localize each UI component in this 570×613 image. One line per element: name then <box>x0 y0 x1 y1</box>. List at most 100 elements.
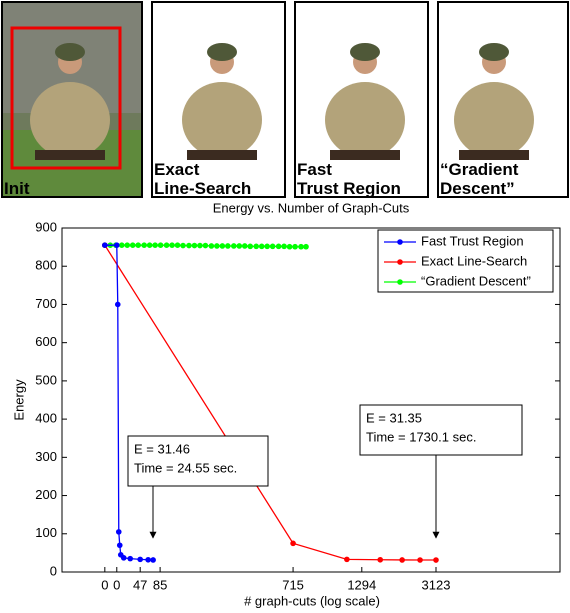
series-point <box>137 556 143 563</box>
y-axis-label: Energy <box>11 379 26 421</box>
series-point <box>231 243 237 249</box>
annotation-box <box>127 435 269 487</box>
series-point <box>114 301 121 308</box>
series-point <box>269 243 276 250</box>
series-point <box>281 243 287 250</box>
legend-label: “Gradient Descent” <box>421 273 531 288</box>
series-point <box>120 555 127 561</box>
series-point <box>236 243 243 249</box>
legend-label: Exact Line-Search <box>421 253 527 268</box>
x-tick-label: 1294 <box>347 577 376 592</box>
series-point <box>241 243 248 249</box>
series-point <box>174 242 181 248</box>
series-point <box>377 556 384 563</box>
series-point <box>127 555 134 562</box>
x-tick-label: 0 <box>113 577 120 592</box>
series-point <box>102 242 108 248</box>
series-point <box>214 243 220 249</box>
panel-label: Exact <box>154 160 200 179</box>
panel-label: Descent” <box>440 179 515 198</box>
legend-label: Fast Trust Region <box>421 233 524 248</box>
series-point <box>191 242 198 249</box>
series-point <box>113 242 120 248</box>
annotation-text: E = 31.35 <box>366 410 422 425</box>
x-tick-label: 0 <box>101 577 108 592</box>
series-point <box>152 242 158 248</box>
series-point <box>115 529 122 535</box>
series-point <box>129 242 136 248</box>
y-tick-label: 600 <box>35 334 57 349</box>
panel-label: “Gradient <box>440 160 519 179</box>
y-tick-label: 500 <box>35 372 57 387</box>
soldier-body <box>325 82 405 158</box>
x-tick-label: 85 <box>153 577 167 592</box>
y-tick-label: 400 <box>35 411 57 426</box>
series-point <box>219 243 226 249</box>
soldier-boots <box>35 150 105 160</box>
x-tick-label: 715 <box>282 577 304 592</box>
series-point <box>258 243 265 250</box>
annotation-text: Time = 24.55 sec. <box>134 460 237 475</box>
legend-box <box>377 229 554 293</box>
y-tick-label: 700 <box>35 296 57 311</box>
legend-marker <box>397 279 403 285</box>
series-point <box>247 243 254 250</box>
series-point <box>298 243 304 250</box>
x-axis-label: # graph-cuts (log scale) <box>244 593 380 608</box>
soldier-body <box>182 82 262 158</box>
panel-label: Line-Search <box>154 179 251 198</box>
series-point <box>264 243 270 250</box>
series-point <box>290 540 296 547</box>
y-tick-label: 0 <box>50 563 57 578</box>
panel-label: Trust Region <box>297 179 401 198</box>
series-point <box>202 242 209 249</box>
x-tick-label: 3123 <box>422 577 451 592</box>
series-point <box>124 242 131 248</box>
series-point <box>135 242 141 248</box>
series-point <box>303 243 309 250</box>
series-point <box>225 243 231 249</box>
series-point <box>286 243 293 250</box>
y-tick-label: 100 <box>35 525 57 540</box>
series-point <box>150 557 156 563</box>
soldier-body <box>454 82 534 158</box>
series-point <box>208 243 215 249</box>
series-point <box>433 557 439 563</box>
annotation-text: Time = 1730.1 sec. <box>366 429 476 444</box>
x-tick-label: 47 <box>133 577 147 592</box>
y-tick-label: 800 <box>35 258 57 273</box>
series-point <box>116 542 123 549</box>
chart-title: Energy vs. Number of Graph-Cuts <box>213 200 410 215</box>
soldier-helmet <box>350 43 380 61</box>
legend-marker <box>397 239 403 245</box>
panel-label: Fast <box>297 160 332 179</box>
soldier-body <box>30 82 110 158</box>
series-point <box>169 242 175 248</box>
series-point <box>146 242 153 248</box>
series-point <box>145 556 151 563</box>
y-tick-label: 300 <box>35 449 57 464</box>
series-point <box>275 243 282 250</box>
init-box <box>10 26 122 170</box>
series-point <box>186 242 192 249</box>
annotation-box <box>359 404 523 456</box>
soldier-boots <box>459 150 529 160</box>
annotation-text: E = 31.46 <box>134 441 190 456</box>
y-tick-label: 900 <box>35 219 57 234</box>
soldier-boots <box>187 150 257 160</box>
series-point <box>399 557 405 563</box>
series-point <box>141 242 147 248</box>
legend-marker <box>397 259 403 265</box>
series-point <box>253 243 260 250</box>
soldier-helmet <box>207 43 237 61</box>
series-point <box>292 243 298 250</box>
soldier-helmet <box>55 43 85 61</box>
series-point <box>157 242 164 248</box>
y-tick-label: 200 <box>35 487 57 502</box>
series-point <box>163 242 170 248</box>
series-point <box>197 242 203 249</box>
panel-label: Init <box>4 179 30 198</box>
series-point <box>417 557 423 563</box>
series-point <box>180 242 186 249</box>
